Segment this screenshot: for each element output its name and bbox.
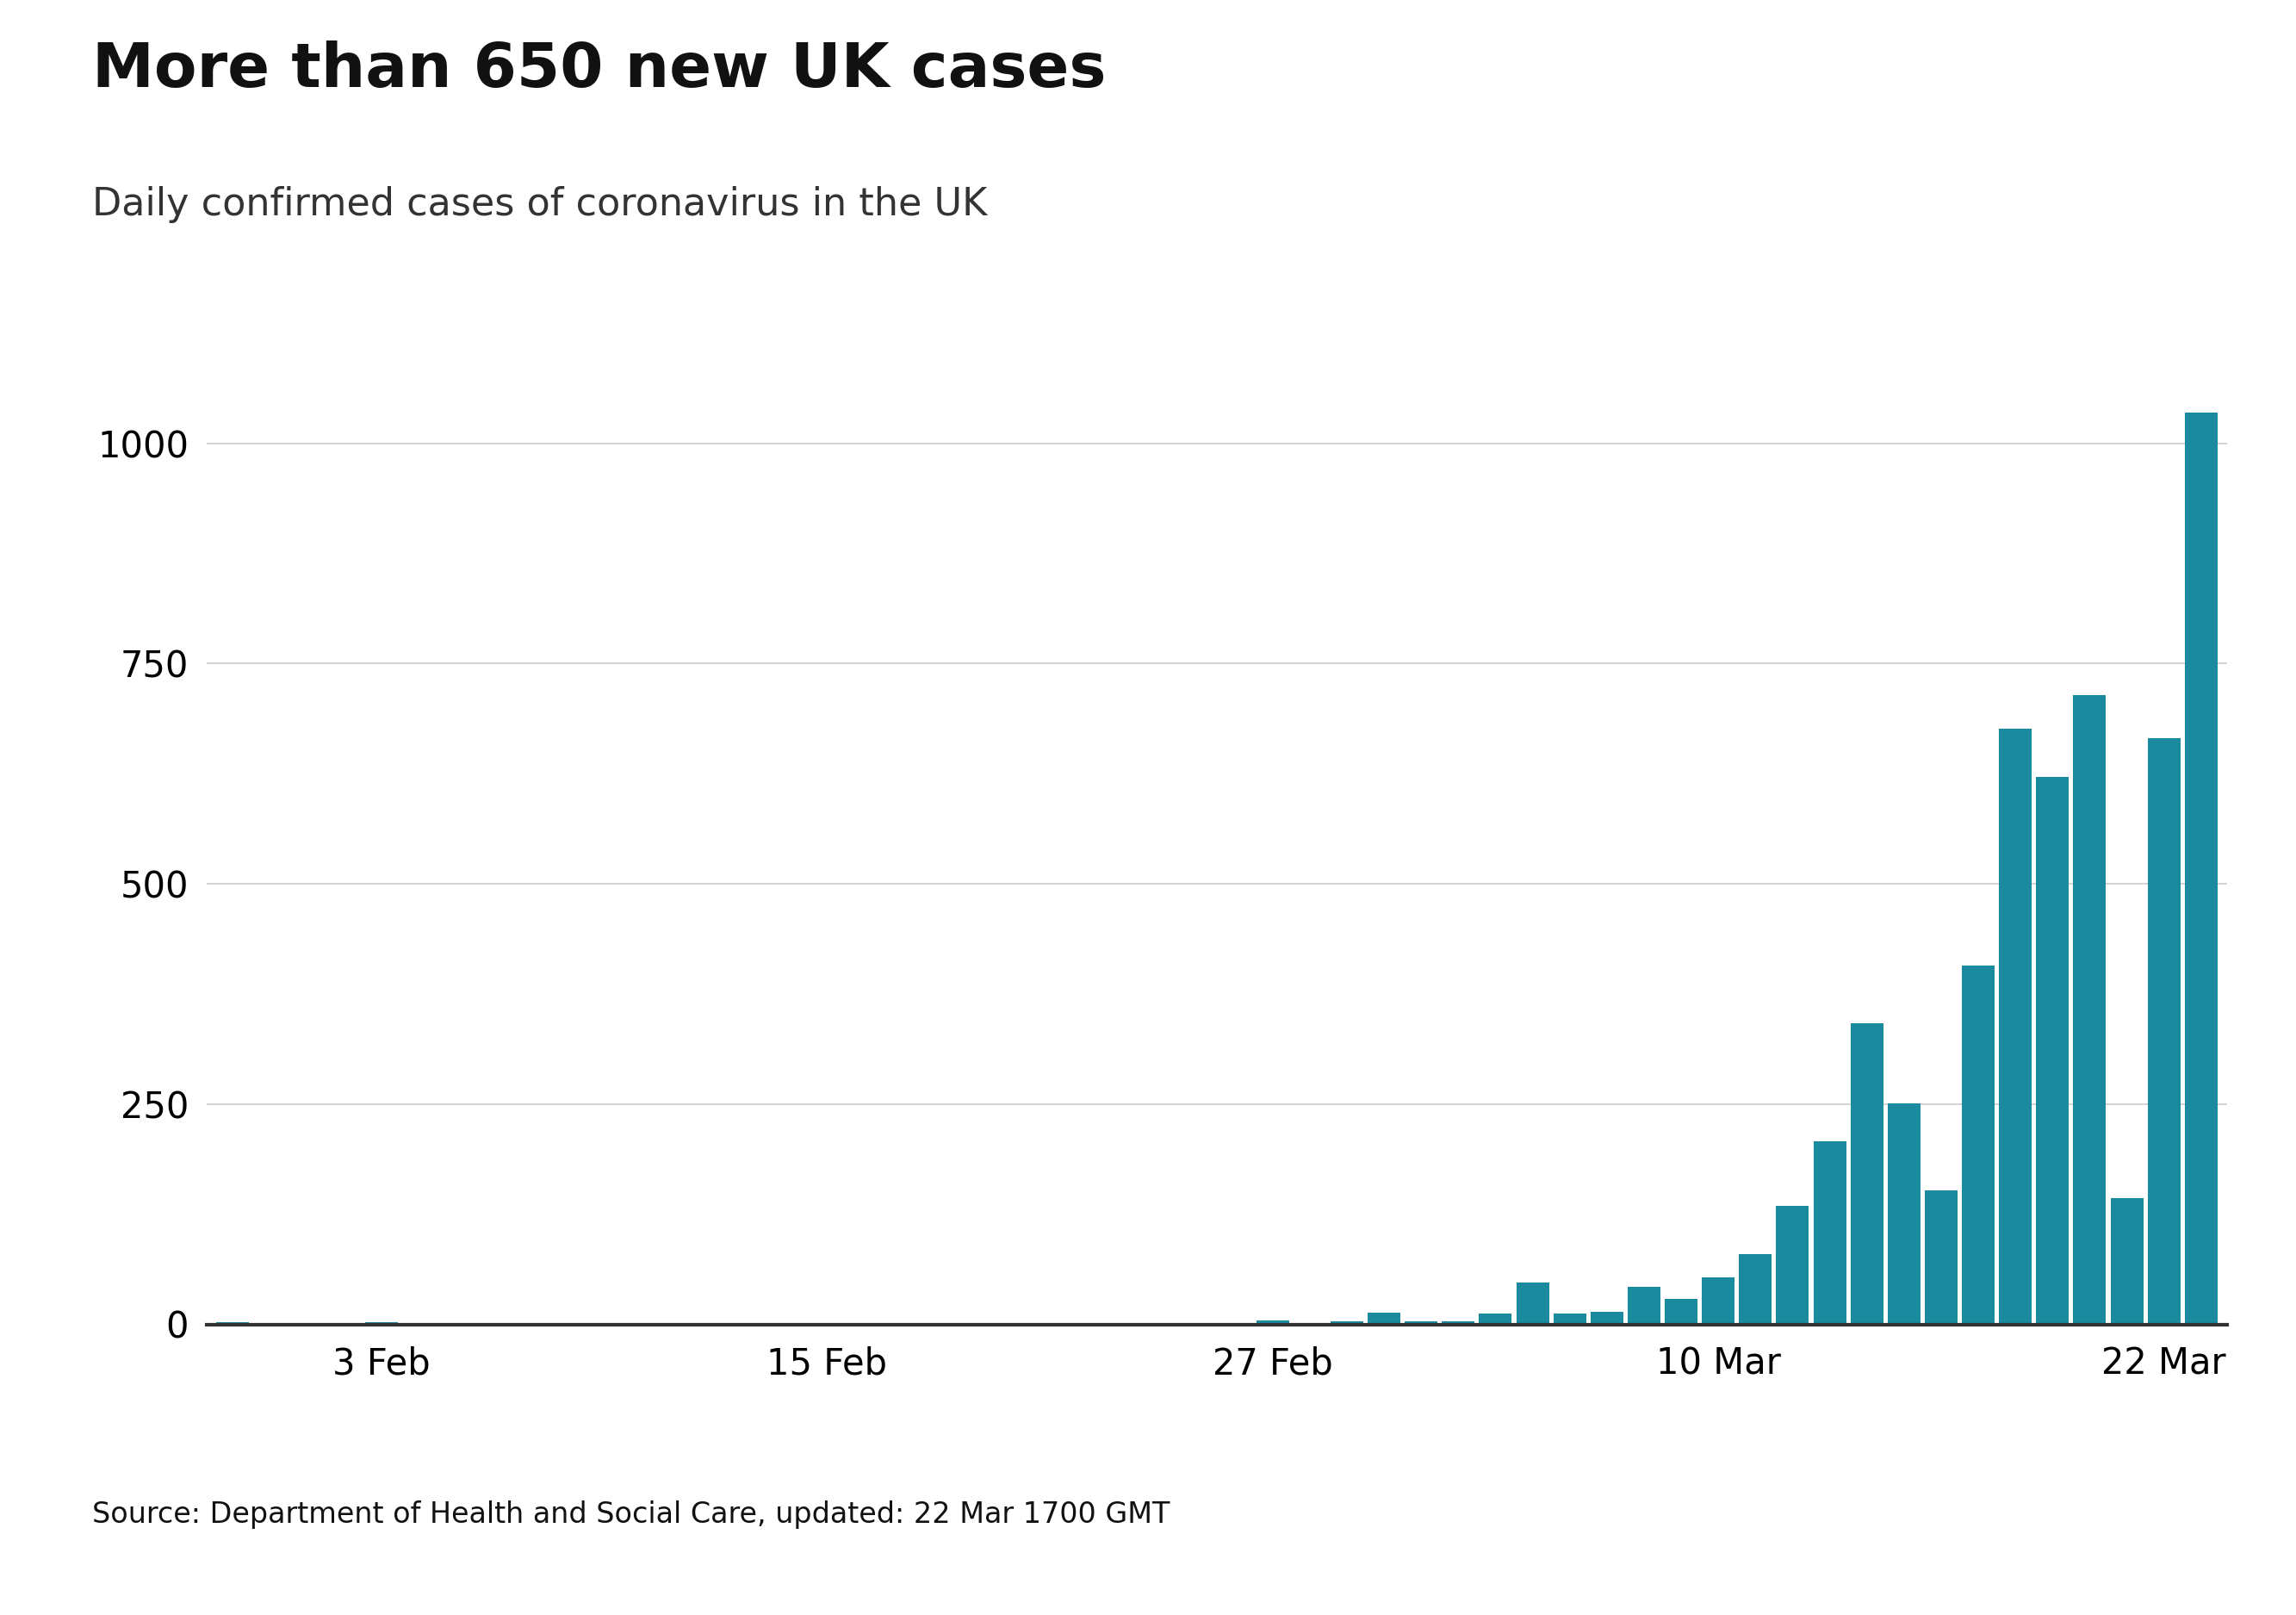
Bar	[1777, 1206, 1809, 1324]
Bar	[365, 1323, 397, 1324]
Text: Daily confirmed cases of coronavirus in the UK: Daily confirmed cases of coronavirus in …	[92, 186, 987, 223]
Bar	[216, 1323, 248, 1324]
Bar	[2147, 738, 2181, 1324]
Bar	[1814, 1142, 1846, 1324]
Bar	[1591, 1311, 1623, 1324]
Bar	[1515, 1282, 1550, 1324]
Text: Source: Department of Health and Social Care, updated: 22 Mar 1700 GMT: Source: Department of Health and Social …	[92, 1500, 1169, 1529]
Bar	[1479, 1313, 1511, 1324]
Bar	[2000, 728, 2032, 1324]
Bar	[1442, 1321, 1474, 1324]
Text: B: B	[2128, 1520, 2156, 1552]
Text: More than 650 new UK cases: More than 650 new UK cases	[92, 40, 1107, 100]
Text: B: B	[2041, 1520, 2069, 1552]
Bar	[1961, 966, 1995, 1324]
Bar	[1701, 1277, 1736, 1324]
Bar	[1368, 1313, 1401, 1324]
Bar	[1628, 1287, 1660, 1324]
Bar	[2073, 696, 2105, 1324]
Bar	[1554, 1313, 1587, 1324]
Bar	[2110, 1198, 2142, 1324]
Bar	[1329, 1321, 1364, 1324]
Text: C: C	[2218, 1520, 2241, 1552]
Bar	[2037, 777, 2069, 1324]
Bar	[1738, 1253, 1773, 1324]
Bar	[1851, 1022, 1883, 1324]
Bar	[2186, 412, 2218, 1324]
Bar	[1256, 1321, 1288, 1324]
Bar	[1405, 1321, 1437, 1324]
Bar	[1665, 1298, 1697, 1324]
Bar	[1887, 1103, 1919, 1324]
Bar	[1924, 1190, 1958, 1324]
